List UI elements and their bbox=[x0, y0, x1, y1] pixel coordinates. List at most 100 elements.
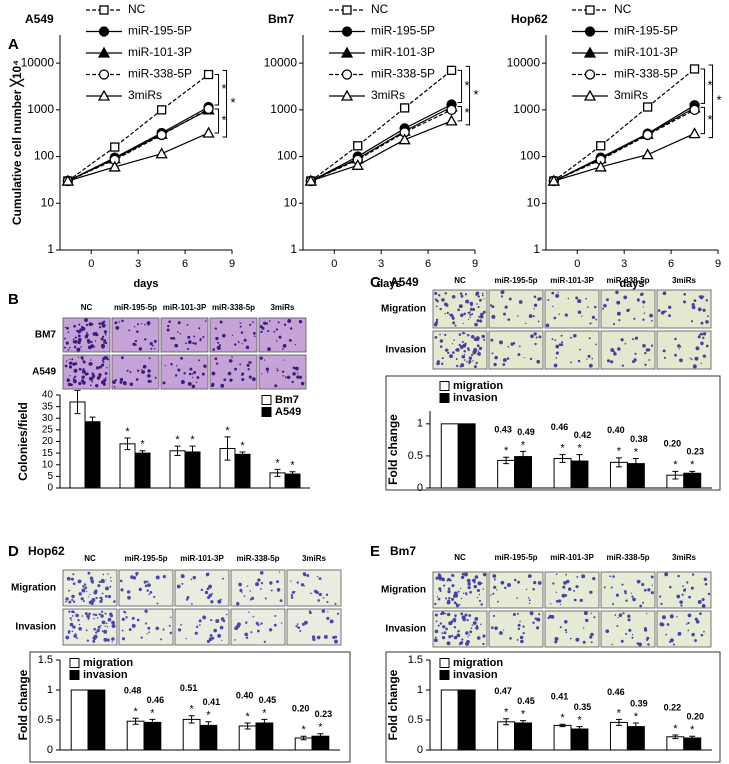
micrograph-cell bbox=[439, 307, 442, 311]
marker bbox=[594, 160, 607, 172]
micrograph-cell bbox=[101, 620, 106, 625]
y-tick-label: 30 bbox=[42, 413, 54, 424]
micrograph-cell bbox=[284, 376, 287, 379]
micrograph-cell bbox=[591, 357, 594, 360]
micrograph-cell bbox=[300, 376, 303, 379]
micrograph-cell bbox=[579, 598, 583, 602]
micrograph-cell bbox=[559, 603, 562, 606]
micrograph-cell bbox=[473, 581, 476, 584]
micrograph-cell bbox=[222, 577, 225, 580]
image-row-label: Migration bbox=[381, 585, 426, 596]
micrograph-cell bbox=[100, 596, 103, 599]
micrograph-cell bbox=[700, 321, 704, 325]
chart-title: Hop62 bbox=[511, 12, 548, 26]
micrograph-cell bbox=[551, 615, 554, 617]
micrograph-cell bbox=[560, 334, 563, 337]
micrograph-cell bbox=[98, 322, 102, 326]
micrograph-cell bbox=[697, 600, 702, 604]
micrograph-cell bbox=[196, 376, 200, 379]
x-tick-label: 9 bbox=[472, 258, 478, 270]
micrograph-cell bbox=[288, 338, 292, 342]
micrograph-cell bbox=[592, 577, 596, 581]
significance-bracket bbox=[700, 68, 706, 104]
micrograph-cell bbox=[444, 292, 448, 295]
micrograph-cell bbox=[65, 360, 68, 362]
micrograph-cell bbox=[445, 597, 448, 600]
bar bbox=[570, 728, 589, 751]
micrograph-cell bbox=[239, 322, 242, 324]
micrograph-cell bbox=[558, 343, 562, 347]
micrograph-cell bbox=[467, 636, 469, 638]
error-bar bbox=[632, 722, 639, 731]
micrograph-cell bbox=[73, 368, 78, 373]
micrograph-cell bbox=[103, 339, 107, 343]
micrograph-cell bbox=[111, 641, 113, 643]
micrograph bbox=[160, 354, 209, 390]
micrograph-cell bbox=[460, 597, 463, 600]
micrograph-cell bbox=[533, 295, 537, 299]
micrograph-cell bbox=[310, 592, 312, 595]
micrograph-cell bbox=[469, 630, 473, 634]
micrograph-cell bbox=[65, 635, 70, 640]
micrograph-cell bbox=[642, 601, 645, 604]
micrograph-cell bbox=[555, 345, 559, 349]
micrograph-cell bbox=[446, 579, 449, 582]
micrograph-cell bbox=[477, 295, 480, 298]
marker bbox=[641, 148, 654, 160]
micrograph-cell bbox=[85, 323, 89, 327]
micrograph-cell bbox=[166, 328, 170, 332]
micrograph-cell bbox=[77, 334, 81, 338]
micrograph-cell bbox=[676, 594, 681, 599]
micrograph-cell bbox=[245, 636, 249, 640]
micrograph-cell bbox=[590, 612, 592, 615]
micrograph-cell bbox=[187, 340, 192, 344]
micrograph-cell bbox=[452, 321, 456, 325]
micrograph-cell bbox=[536, 617, 541, 622]
legend-marker bbox=[98, 69, 110, 80]
micrograph-cell bbox=[138, 347, 143, 351]
significance-bracket bbox=[708, 64, 714, 139]
micrograph bbox=[209, 354, 258, 390]
bar bbox=[238, 725, 257, 751]
micrograph-cell bbox=[638, 300, 640, 302]
series-line bbox=[553, 133, 695, 182]
error-bar bbox=[274, 468, 281, 477]
micrograph-cell bbox=[215, 336, 219, 341]
micrograph-cell bbox=[700, 362, 703, 365]
micrograph-cell bbox=[239, 589, 243, 593]
micrograph-cell bbox=[107, 594, 112, 599]
y-tick-label: 100 bbox=[520, 149, 540, 163]
micrograph-cell bbox=[75, 613, 79, 618]
micrograph-cell bbox=[449, 354, 453, 359]
chart-frame bbox=[29, 651, 351, 763]
y-tick-label: 10000 bbox=[507, 55, 541, 69]
micrograph-cell bbox=[528, 314, 533, 318]
micrograph-cell bbox=[153, 339, 157, 343]
micrograph-cell bbox=[701, 603, 706, 608]
micrograph-cell bbox=[257, 629, 260, 633]
image-column-label: 3miRs bbox=[302, 554, 327, 563]
micrograph-cell bbox=[517, 580, 520, 584]
legend-marker bbox=[340, 89, 354, 101]
micrograph-cell bbox=[554, 339, 557, 342]
significance-bracket bbox=[214, 74, 220, 106]
micrograph-cell bbox=[623, 590, 627, 593]
chart-title: A549 bbox=[25, 12, 54, 26]
micrograph-cell bbox=[269, 581, 273, 585]
micrograph-cell bbox=[582, 640, 586, 644]
micrograph-cell bbox=[188, 372, 192, 376]
micrograph-cell bbox=[318, 577, 322, 581]
micrograph-cell bbox=[483, 338, 486, 341]
x-tick-label: 0 bbox=[574, 258, 580, 270]
micrograph-cell bbox=[494, 626, 498, 630]
value-label: 0.46 bbox=[607, 687, 625, 697]
micrograph-cell bbox=[453, 601, 457, 604]
micrograph-cell bbox=[558, 313, 561, 316]
micrograph-cell bbox=[476, 596, 479, 599]
significance-star: * bbox=[617, 707, 622, 719]
y-tick-label: 1.5 bbox=[408, 654, 423, 666]
micrograph-cell bbox=[434, 629, 439, 634]
micrograph-cell bbox=[88, 339, 91, 342]
micrograph-cell bbox=[317, 599, 321, 602]
series-line bbox=[310, 109, 452, 182]
